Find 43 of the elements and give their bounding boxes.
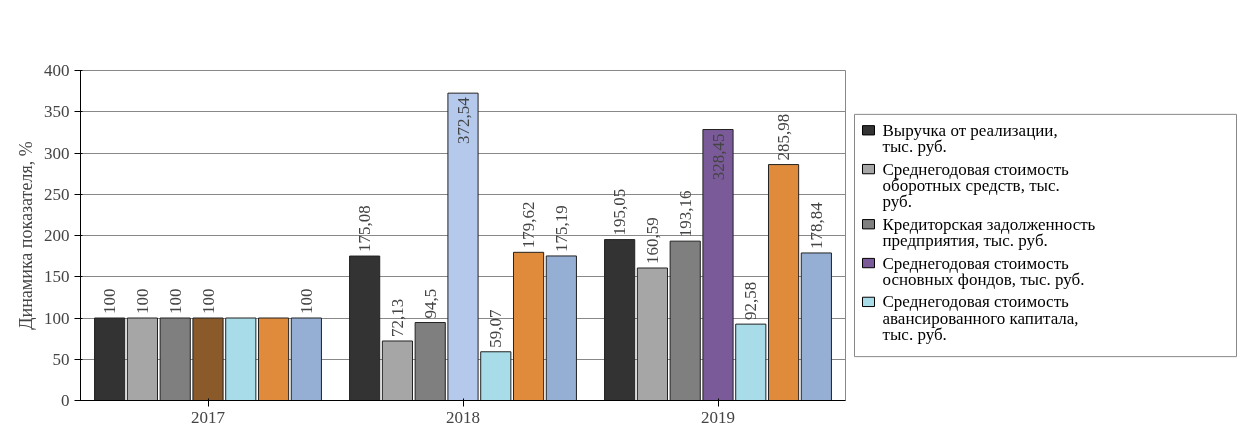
y-tick-label: 200 xyxy=(44,226,70,245)
data-label: 178,84 xyxy=(806,201,826,249)
data-label: 179,62 xyxy=(519,201,539,249)
bar xyxy=(349,255,381,401)
x-tick-label: 2018 xyxy=(446,407,480,427)
y-axis-title: Динамика показателя, % xyxy=(16,141,36,330)
data-label: 100 xyxy=(296,288,316,314)
y-tick-label: 350 xyxy=(44,102,70,122)
legend-label: Кредиторская задолженность предприятия, тыс. руб. xyxy=(882,214,1096,251)
y-tick-label: 50 xyxy=(52,349,70,369)
data-label: 100 xyxy=(198,288,218,314)
y-tick-label: 250 xyxy=(44,184,70,204)
y-tick-label: 100 xyxy=(44,308,70,328)
data-label: 59,07 xyxy=(486,309,506,348)
bar xyxy=(545,255,577,401)
legend-label: Среднегодовая стоимость авансированного капитала, тыс. руб. xyxy=(882,292,1079,344)
data-label: 72,13 xyxy=(387,298,407,337)
data-label: 94,5 xyxy=(420,288,440,319)
bar xyxy=(94,317,126,401)
data-label: 100 xyxy=(132,288,152,314)
data-label: 328,45 xyxy=(708,133,728,181)
data-label: 195,05 xyxy=(610,188,630,236)
y-tick-label: 0 xyxy=(61,391,70,410)
data-label: 160,59 xyxy=(642,217,662,265)
legend-label: Среднегодовая стоимость основных фондов, тыс. руб. xyxy=(882,253,1085,289)
x-tick-label: 2019 xyxy=(701,407,735,427)
data-label: 92,58 xyxy=(741,281,761,321)
y-tick-label: 300 xyxy=(44,143,70,163)
data-label: 100 xyxy=(165,288,185,314)
data-label: 175,19 xyxy=(551,205,571,252)
bar xyxy=(290,317,322,401)
legend-label: Выручка от реализации, тыс. руб. xyxy=(882,120,1058,157)
legend-label: Среднегодовая стоимость оборотных средств, тыс. руб. xyxy=(882,159,1070,212)
data-label: 285,98 xyxy=(774,113,794,161)
data-label: 175,08 xyxy=(355,205,375,253)
bar xyxy=(800,252,832,401)
data-label: 372,54 xyxy=(453,96,473,144)
y-tick-label: 150 xyxy=(44,267,70,287)
y-tick-label: 400 xyxy=(44,61,70,80)
data-label: 100 xyxy=(100,288,120,314)
bar xyxy=(604,239,636,401)
x-tick-label: 2017 xyxy=(191,407,226,427)
data-label: 193,16 xyxy=(675,190,695,238)
